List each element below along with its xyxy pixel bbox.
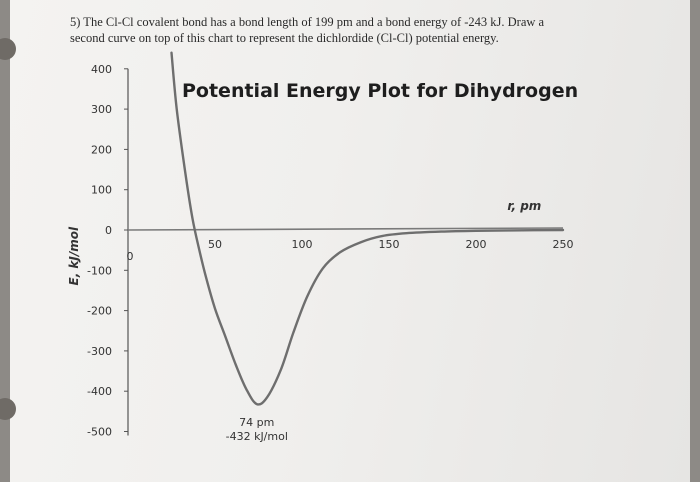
minimum-energy-label: -432 kJ/mol [226,430,288,443]
y-tick-label: -500 [87,426,112,439]
y-tick-label: 300 [91,103,112,116]
question-line-2: second curve on top of this chart to rep… [70,31,499,45]
x-origin-label: 0 [127,250,134,263]
x-axis-label: r, pm [507,199,541,213]
question-text: 5) The Cl-Cl covalent bond has a bond le… [70,14,590,46]
x-tick-label: 100 [292,238,313,251]
potential-energy-curve [170,51,565,406]
y-tick-label: 100 [91,184,112,197]
question-line-1: 5) The Cl-Cl covalent bond has a bond le… [70,15,545,29]
y-tick-label: -100 [87,264,112,277]
y-tick-label: -300 [87,345,112,358]
x-axis-line [127,227,564,231]
chart-title: Potential Energy Plot for Dihydrogen [182,80,579,102]
y-tick-label: -200 [87,305,112,318]
x-tick-label: 250 [553,238,574,251]
y-tick-label: 200 [91,143,112,156]
paper-sheet [10,0,690,482]
binder-hole [0,398,16,420]
minimum-distance-label: 74 pm [239,416,274,429]
x-tick-label: 150 [379,238,400,251]
binder-hole [0,38,16,60]
y-tick-label: 400 [91,63,112,76]
y-tick-label: -400 [87,385,112,398]
x-tick-label: 50 [208,238,222,251]
y-tick-label: 0 [105,224,112,237]
y-axis-label: E, kJ/mol [67,226,81,286]
x-tick-label: 200 [466,238,487,251]
